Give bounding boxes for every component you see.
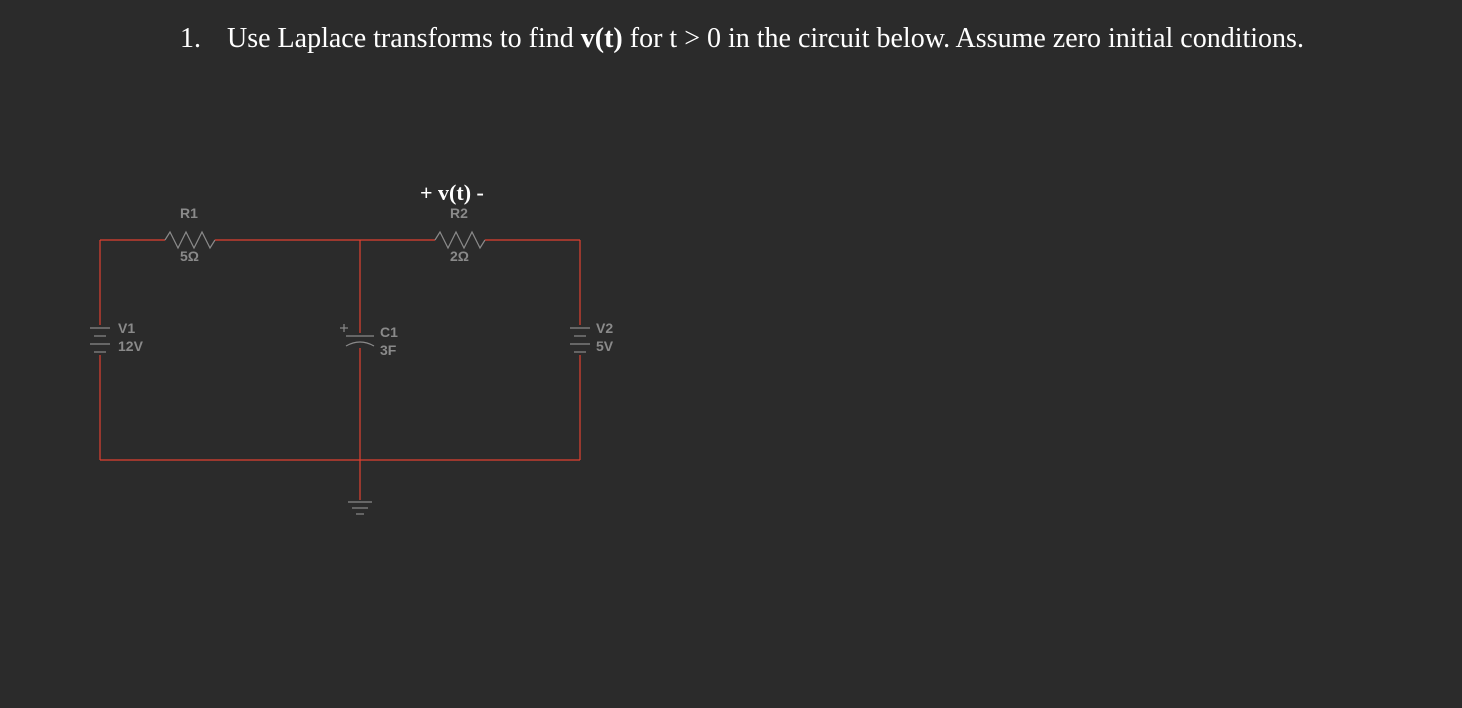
question-suffix: for t > 0 in the circuit below. Assume z… (623, 23, 1304, 54)
question-prefix: Use Laplace transforms to find (227, 23, 581, 54)
question-body: Use Laplace transforms to find v(t) for … (227, 20, 1327, 58)
circuit-diagram: + v(t) - R1 5Ω R2 2Ω V1 12V V2 5V C1 3F (90, 210, 610, 520)
v1-name: V1 (118, 320, 135, 336)
vt-label: + v(t) - (420, 180, 484, 206)
r1-value: 5Ω (180, 248, 199, 264)
v2-name: V2 (596, 320, 613, 336)
circuit-svg (90, 210, 610, 520)
r1-name: R1 (180, 205, 198, 221)
question-text: 1. Use Laplace transforms to find v(t) f… (180, 20, 1380, 58)
question-number: 1. (180, 20, 220, 58)
v1-value: 12V (118, 338, 143, 354)
r2-value: 2Ω (450, 248, 469, 264)
r2-name: R2 (450, 205, 468, 221)
question-bold-term: v(t) (581, 23, 623, 54)
c1-value: 3F (380, 342, 396, 358)
c1-name: C1 (380, 324, 398, 340)
v2-value: 5V (596, 338, 613, 354)
